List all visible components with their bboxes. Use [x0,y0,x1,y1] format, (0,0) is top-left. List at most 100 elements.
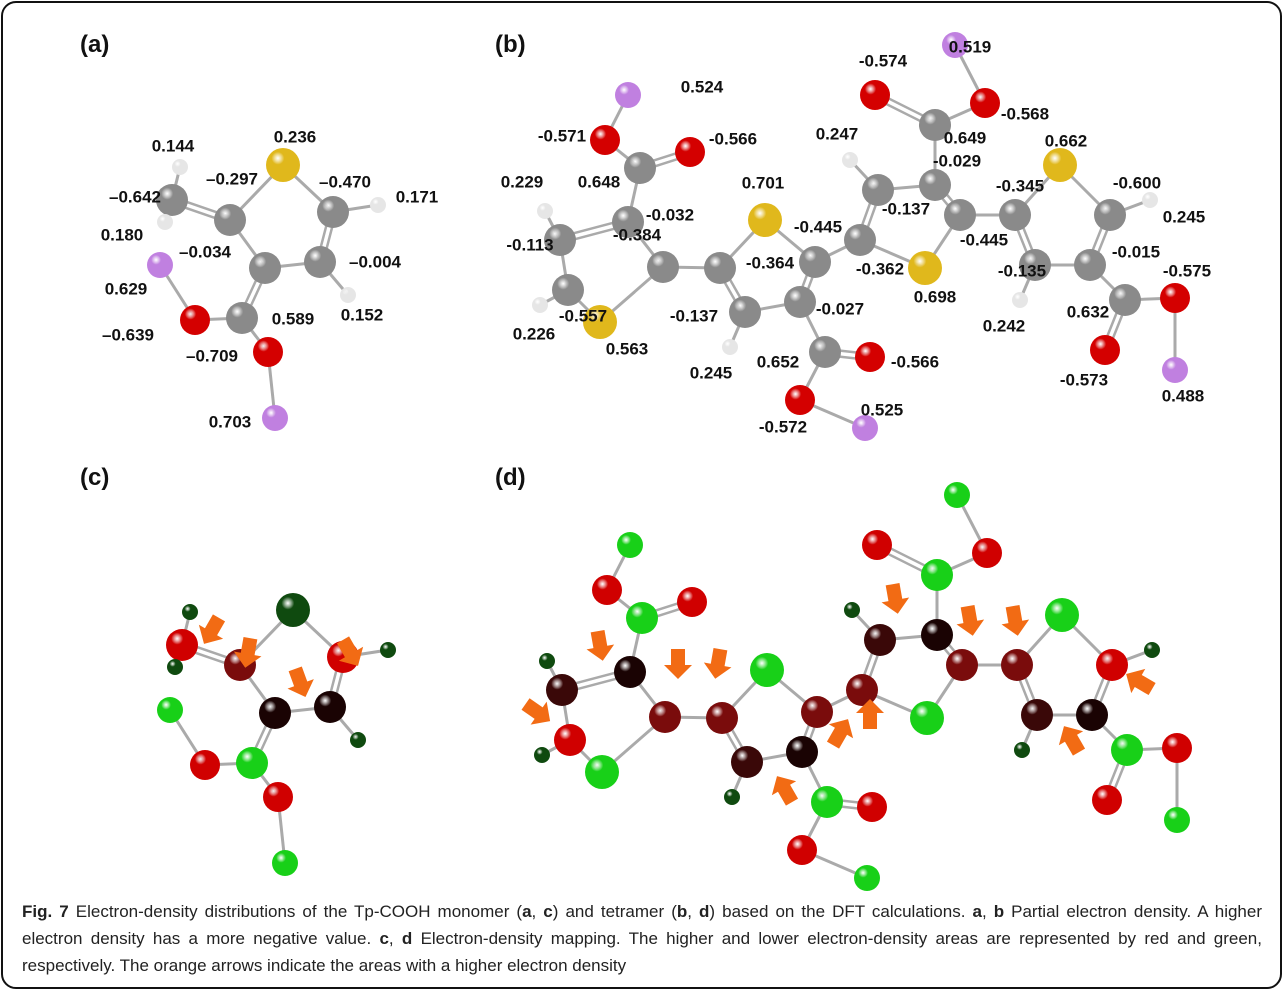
atom [704,252,736,284]
atom [748,203,782,237]
charge-label: 0.144 [152,136,195,155]
atom [314,691,346,723]
atom [675,137,705,167]
charge-label: -0.027 [816,299,864,318]
caption-text: , [389,929,402,948]
charge-label: 0.629 [105,279,148,298]
charge-label: -0.600 [1113,173,1161,192]
atom [263,782,293,812]
atom [1092,785,1122,815]
atom [844,602,860,618]
atom [585,755,619,789]
charge-label: -0.137 [882,199,930,218]
atom [214,204,246,236]
panel-label: (b) [495,31,526,58]
atom [537,203,553,219]
charge-label: 0.519 [949,37,992,56]
atom [534,747,550,763]
atom [259,697,291,729]
atom [801,696,833,728]
caption-text: Electron-density distributions of the Tp… [69,902,522,921]
density-map [157,593,396,876]
atom [1021,699,1053,731]
atom [190,750,220,780]
charge-label: 0.245 [1163,207,1206,226]
charge-label: 0.236 [274,127,317,146]
charge-label: –0.639 [102,325,154,344]
atom [614,656,646,688]
atom [626,602,658,634]
atom [554,724,586,756]
panel-label: (c) [80,464,109,491]
atom [649,701,681,733]
atom [1142,192,1158,208]
atom [970,88,1000,118]
atom [1164,807,1190,833]
caption-text: ) and tetramer ( [553,902,677,921]
atom [262,405,288,431]
caption-ref: d [699,902,709,921]
atom [786,736,818,768]
atom [946,649,978,681]
atom [724,789,740,805]
atom [1074,249,1106,281]
charge-label: -0.137 [670,306,718,325]
atom [249,252,281,284]
arrow [879,582,912,616]
atom [539,653,555,669]
charge-label: -0.135 [998,261,1046,280]
atom [350,732,366,748]
atom [592,575,622,605]
atom [157,697,183,723]
charge-label: –0.470 [319,172,371,191]
atom [253,337,283,367]
charge-label: -0.573 [1060,370,1108,389]
caption-fig: Fig. 7 [22,902,69,921]
atom [1045,598,1079,632]
atom [624,152,656,184]
atom [157,214,173,230]
charge-label: -0.364 [746,253,795,272]
atom [180,305,210,335]
charge-label: -0.568 [1001,104,1049,123]
atom [1076,699,1108,731]
charge-label: -0.445 [794,217,842,236]
charge-label: –0.642 [109,187,161,206]
atom [750,653,784,687]
atom [166,629,198,661]
atom [272,850,298,876]
atom [921,559,953,591]
atom [1043,148,1077,182]
atom [844,224,876,256]
atom [722,339,738,355]
charge-label: –0.034 [179,242,232,261]
atom [787,835,817,865]
atom [854,865,880,891]
caption-ref: b [677,902,687,921]
arrow [999,604,1032,638]
atom [811,786,843,818]
charge-label: 0.524 [681,77,724,96]
charge-label: -0.384 [613,225,662,244]
caption-ref: c [379,929,388,948]
atom [1094,199,1126,231]
caption-ref: c [543,902,552,921]
atom [729,296,761,328]
atom [1109,284,1141,316]
caption-text: , [532,902,544,921]
atom [532,297,548,313]
atom [999,199,1031,231]
atom [1160,283,1190,313]
charge-label: 0.648 [578,172,621,191]
arrow [584,629,617,663]
atom [546,674,578,706]
charge-label: 0.652 [757,352,800,371]
panel-label: (a) [80,31,109,58]
atom [1111,734,1143,766]
atom [1014,742,1030,758]
arrow [701,647,734,681]
charge-label: -0.566 [891,352,939,371]
charge-label: 0.152 [341,305,384,324]
atom [1012,292,1028,308]
charge-label: 0.698 [914,287,957,306]
